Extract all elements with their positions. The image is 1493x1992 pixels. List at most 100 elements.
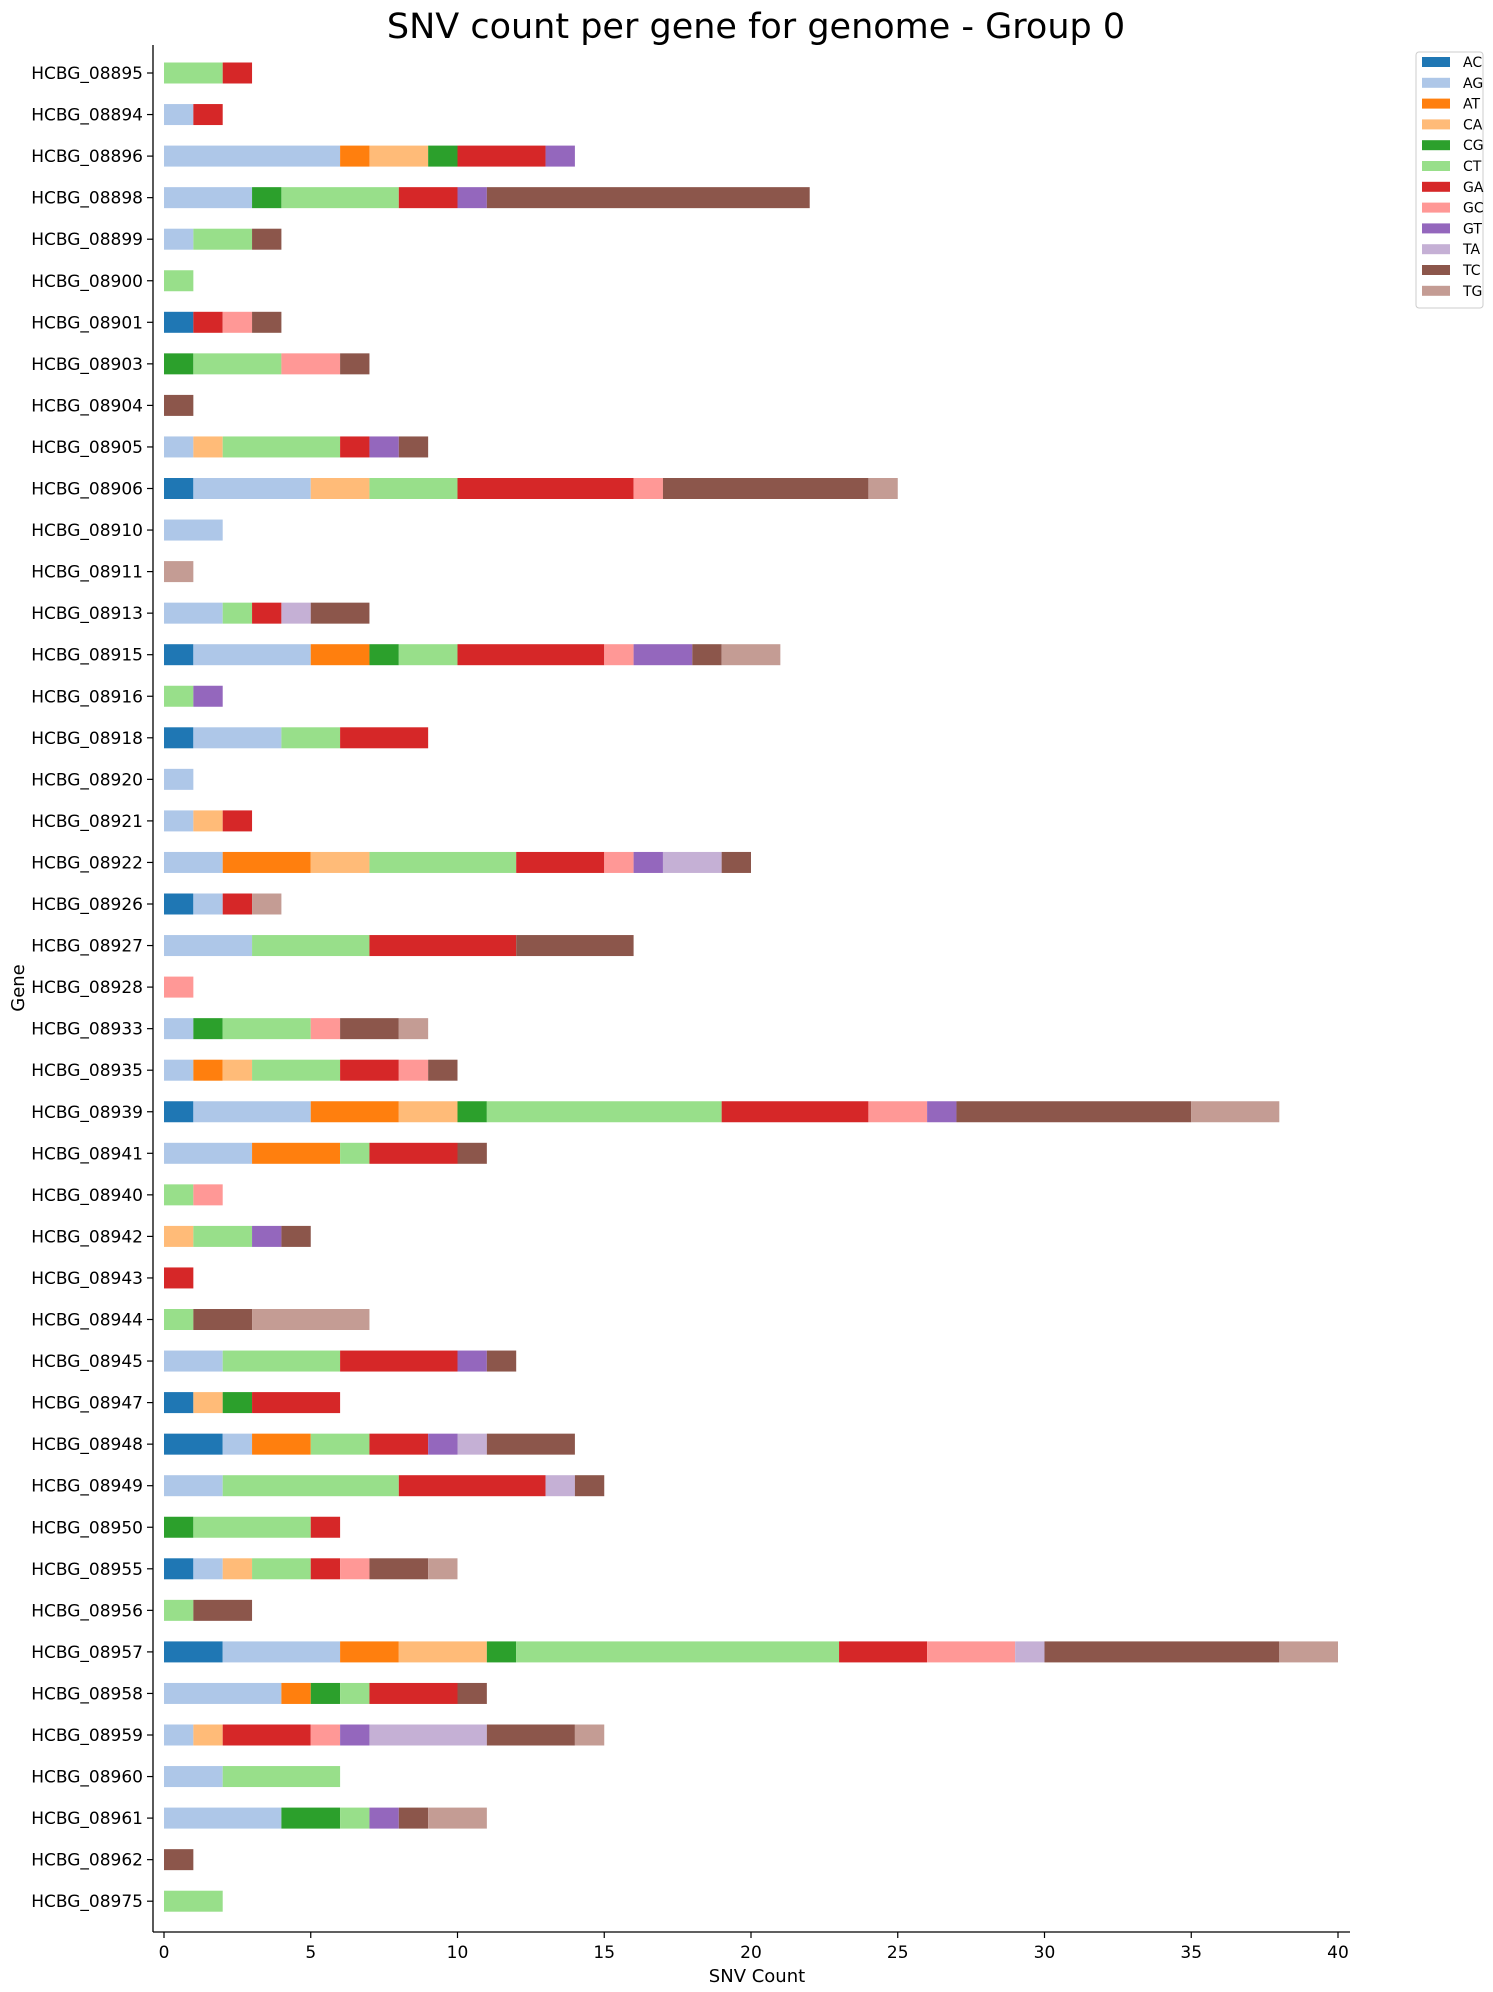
y-tick-label: HCBG_08933 — [31, 1020, 143, 1040]
bar-segment-gc-hcbg_08940 — [193, 1184, 223, 1206]
bar-segment-gc-hcbg_08915 — [604, 644, 634, 666]
bar-segment-tc-hcbg_08941 — [457, 1142, 487, 1164]
legend-swatch-ta — [1422, 244, 1450, 255]
bar-segment-ac-hcbg_08948 — [164, 1433, 223, 1455]
bar-segment-gt-hcbg_08948 — [428, 1433, 458, 1455]
bar-segment-ga-hcbg_08905 — [340, 436, 370, 458]
legend-label-ca: CA — [1463, 117, 1483, 133]
y-tick-label: HCBG_08975 — [31, 1892, 143, 1912]
bar-segment-ca-hcbg_08905 — [193, 436, 223, 458]
bar-segment-ct-hcbg_08927 — [252, 935, 370, 957]
bar-segment-tc-hcbg_08948 — [486, 1433, 575, 1455]
bar-segment-ca-hcbg_08959 — [193, 1724, 223, 1746]
legend-swatch-ct — [1422, 161, 1450, 171]
bar-segment-tc-hcbg_08961 — [398, 1807, 429, 1829]
y-tick-label: HCBG_08911 — [31, 563, 143, 583]
bar-segment-tc-hcbg_08939 — [956, 1101, 1192, 1123]
bar-segment-ct-hcbg_08975 — [164, 1890, 223, 1912]
bar-segment-ct-hcbg_08895 — [164, 62, 223, 84]
y-tick-label: HCBG_08915 — [31, 646, 143, 666]
bar-segment-ag-hcbg_08913 — [164, 602, 223, 624]
bar-segment-tc-hcbg_08903 — [340, 353, 370, 375]
legend: AC AG AT CA CG CT GA GC GT TA TC TG — [1415, 51, 1484, 309]
bar-segment-at-hcbg_08957 — [340, 1641, 399, 1663]
bar-segment-tc-hcbg_08962 — [164, 1849, 194, 1871]
bar-segment-cg-hcbg_08961 — [281, 1807, 341, 1829]
bar-segment-gc-hcbg_08955 — [340, 1558, 370, 1580]
bar-segment-ct-hcbg_08945 — [222, 1350, 341, 1372]
y-tick-label: HCBG_08939 — [31, 1103, 143, 1123]
bar-segment-ga-hcbg_08906 — [457, 478, 634, 499]
x-tick-label: 5 — [305, 1943, 316, 1963]
y-tick-label: HCBG_08898 — [31, 189, 143, 209]
bar-segment-tc-hcbg_08933 — [340, 1018, 399, 1040]
bar-segment-cg-hcbg_08939 — [457, 1101, 487, 1123]
bar-segment-ct-hcbg_08957 — [516, 1641, 840, 1663]
bar-segment-tg-hcbg_08933 — [398, 1018, 429, 1040]
bar-segment-ac-hcbg_08906 — [164, 478, 194, 499]
bar-segment-cg-hcbg_08950 — [164, 1516, 194, 1538]
y-tick-label: HCBG_08910 — [31, 521, 143, 541]
y-tick-label: HCBG_08949 — [31, 1477, 143, 1497]
legend-swatch-ga — [1422, 181, 1450, 192]
bar-segment-ta-hcbg_08959 — [369, 1724, 487, 1746]
y-tick-label: HCBG_08922 — [31, 853, 143, 873]
bar-segment-ag-hcbg_08933 — [164, 1018, 194, 1040]
x-tick-label: 20 — [740, 1943, 762, 1963]
bar-segment-tc-hcbg_08899 — [252, 228, 282, 250]
bar-segment-tc-hcbg_08958 — [457, 1682, 487, 1704]
y-tick-label: HCBG_08895 — [31, 64, 143, 84]
bar-segment-tg-hcbg_08955 — [428, 1558, 458, 1580]
y-tick-label: HCBG_08935 — [31, 1061, 143, 1081]
bar-segment-ag-hcbg_08918 — [193, 727, 282, 749]
y-tick-label: HCBG_08899 — [31, 230, 143, 250]
y-tick-label: HCBG_08896 — [31, 147, 143, 167]
bar-segment-tc-hcbg_08959 — [486, 1724, 575, 1746]
y-tick-label: HCBG_08945 — [31, 1352, 143, 1372]
bar-segment-ga-hcbg_08918 — [340, 727, 429, 749]
x-tick-label: 15 — [593, 1943, 615, 1963]
bar-segment-ta-hcbg_08957 — [1015, 1641, 1045, 1663]
bar-segment-ga-hcbg_08941 — [369, 1142, 458, 1164]
bar-segment-gc-hcbg_08939 — [868, 1101, 928, 1123]
y-tick-label: HCBG_08962 — [31, 1851, 143, 1871]
legend-swatch-at — [1422, 98, 1450, 109]
bar-segment-ct-hcbg_08942 — [193, 1225, 253, 1247]
x-axis-label: SNV Count — [709, 1966, 805, 1987]
bar-segment-cg-hcbg_08957 — [486, 1641, 517, 1663]
y-tick-label: HCBG_08905 — [31, 438, 143, 458]
bar-segment-ag-hcbg_08941 — [164, 1142, 253, 1164]
bar-segment-ca-hcbg_08921 — [193, 810, 223, 832]
bar-segment-ca-hcbg_08939 — [398, 1101, 458, 1123]
bar-segment-tc-hcbg_08901 — [252, 311, 282, 333]
legend-label-ac: AC — [1463, 55, 1482, 71]
bar-segment-ag-hcbg_08921 — [164, 810, 194, 832]
bar-segment-gt-hcbg_08898 — [457, 187, 487, 209]
bar-segment-ct-hcbg_08950 — [193, 1516, 311, 1538]
legend-label-tc: TC — [1462, 263, 1481, 279]
bar-segment-gt-hcbg_08945 — [457, 1350, 487, 1372]
bar-segment-gt-hcbg_08939 — [927, 1101, 957, 1123]
bar-segment-ct-hcbg_08961 — [340, 1807, 370, 1829]
y-tick-label: HCBG_08894 — [31, 106, 143, 126]
bar-segment-ga-hcbg_08948 — [369, 1433, 429, 1455]
bar-segment-at-hcbg_08941 — [252, 1142, 341, 1164]
bar-segment-gc-hcbg_08922 — [604, 851, 634, 873]
legend-swatch-tg — [1422, 285, 1450, 296]
bar-segment-tc-hcbg_08898 — [486, 187, 810, 209]
bar-segment-ca-hcbg_08906 — [310, 478, 370, 499]
bar-segment-ga-hcbg_08950 — [310, 1516, 341, 1538]
bar-segment-ga-hcbg_08959 — [222, 1724, 311, 1746]
legend-label-ta: TA — [1462, 242, 1480, 258]
bar-segment-ga-hcbg_08896 — [457, 145, 546, 167]
y-tick-label: HCBG_08900 — [31, 272, 143, 292]
bar-segment-tg-hcbg_08957 — [1279, 1641, 1338, 1663]
bar-segment-ct-hcbg_08900 — [164, 270, 194, 292]
bar-segment-ct-hcbg_08948 — [310, 1433, 370, 1455]
bar-segment-tg-hcbg_08939 — [1191, 1101, 1280, 1123]
bar-segment-ga-hcbg_08915 — [457, 644, 605, 666]
legend-swatch-ac — [1422, 57, 1450, 67]
bar-segment-ct-hcbg_08916 — [164, 685, 194, 707]
y-tick-label: HCBG_08920 — [31, 770, 143, 790]
